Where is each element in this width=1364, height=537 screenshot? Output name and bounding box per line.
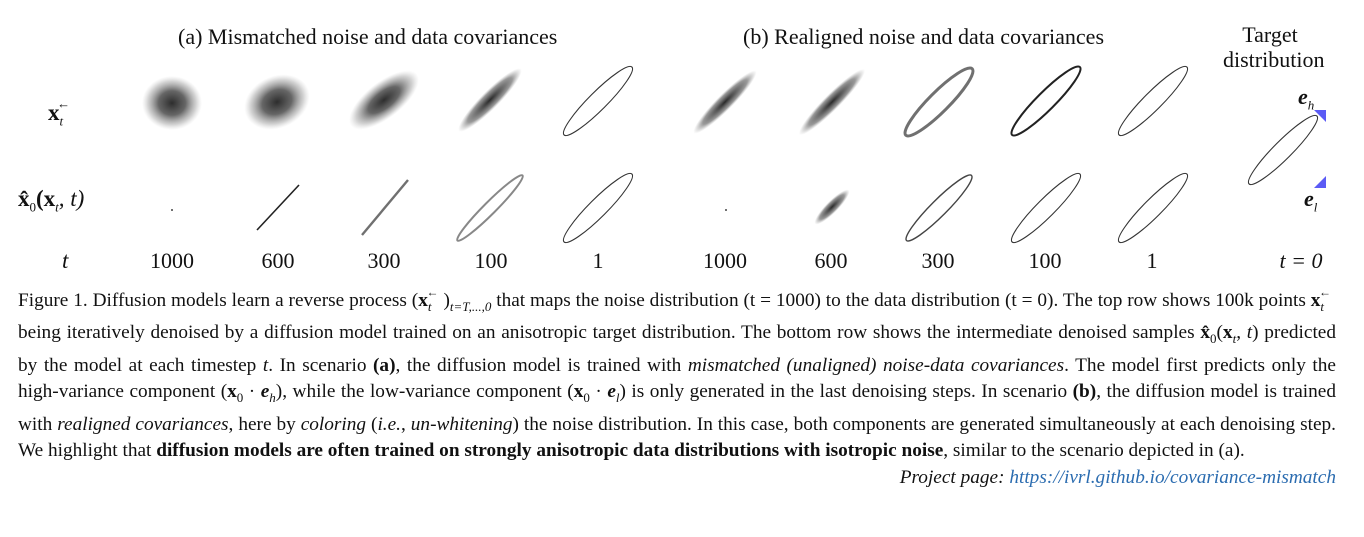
target-header-line2: distribution: [1223, 47, 1325, 72]
el-arrow-icon: [1314, 176, 1326, 188]
a-top-600: [244, 74, 310, 130]
row-label-t: t: [62, 248, 69, 273]
b-top-600: [798, 68, 866, 136]
panel-b-header: (b) Realigned noise and data covariances: [743, 24, 1105, 49]
a-top-300: [349, 70, 419, 130]
tick-a-100: 100: [474, 248, 508, 273]
a-bot-1000: [171, 209, 173, 211]
axis-el-label: el: [1304, 186, 1318, 215]
a-bot-300: [361, 179, 409, 236]
b-bot-300: [905, 174, 973, 242]
tick-b-100: 100: [1028, 248, 1062, 273]
a-bot-100: [456, 174, 524, 242]
figure-label: Figure 1.: [18, 290, 88, 311]
figure-panels: [142, 65, 1326, 244]
b-top-100: [1010, 65, 1082, 137]
axis-eh-label: eh: [1298, 84, 1315, 113]
target-ellipse: [1247, 114, 1319, 186]
b-top-300: [903, 66, 975, 138]
tick-b-1: 1: [1146, 248, 1158, 273]
tick-a-300: 300: [367, 248, 401, 273]
row-label-xt: xt←: [48, 96, 71, 129]
figure-caption: Figure 1. Diffusion models learn a rever…: [18, 285, 1337, 488]
project-page-link[interactable]: https://ivrl.github.io/covariance-mismat…: [1009, 466, 1336, 488]
a-bot-1: [562, 172, 634, 244]
tick-b-300: 300: [921, 248, 955, 273]
a-top-1000: [142, 76, 202, 130]
tick-b-600: 600: [814, 248, 848, 273]
row-label-x0hat: x̂0(xt, t): [18, 186, 85, 215]
tick-a-1000: 1000: [150, 248, 194, 273]
b-bot-1000: [725, 209, 727, 211]
tick-a-600: 600: [261, 248, 295, 273]
panel-a-header: (a) Mismatched noise and data covariance…: [178, 24, 558, 49]
tick-target: t = 0: [1279, 248, 1323, 273]
b-bot-100: [1010, 172, 1082, 244]
project-page-label: Project page:: [899, 466, 1005, 488]
b-top-1: [1117, 65, 1189, 137]
b-top-1000: [693, 70, 757, 134]
tick-b-1000: 1000: [703, 248, 747, 273]
tick-a-1: 1: [592, 248, 604, 273]
a-bot-600: [256, 184, 300, 231]
target-header-line1: Target: [1242, 22, 1298, 47]
b-bot-1: [1117, 172, 1189, 244]
a-top-1: [562, 65, 634, 137]
eh-arrow-icon: [1314, 110, 1326, 122]
a-top-100: [458, 68, 522, 132]
b-bot-600: [814, 189, 850, 225]
